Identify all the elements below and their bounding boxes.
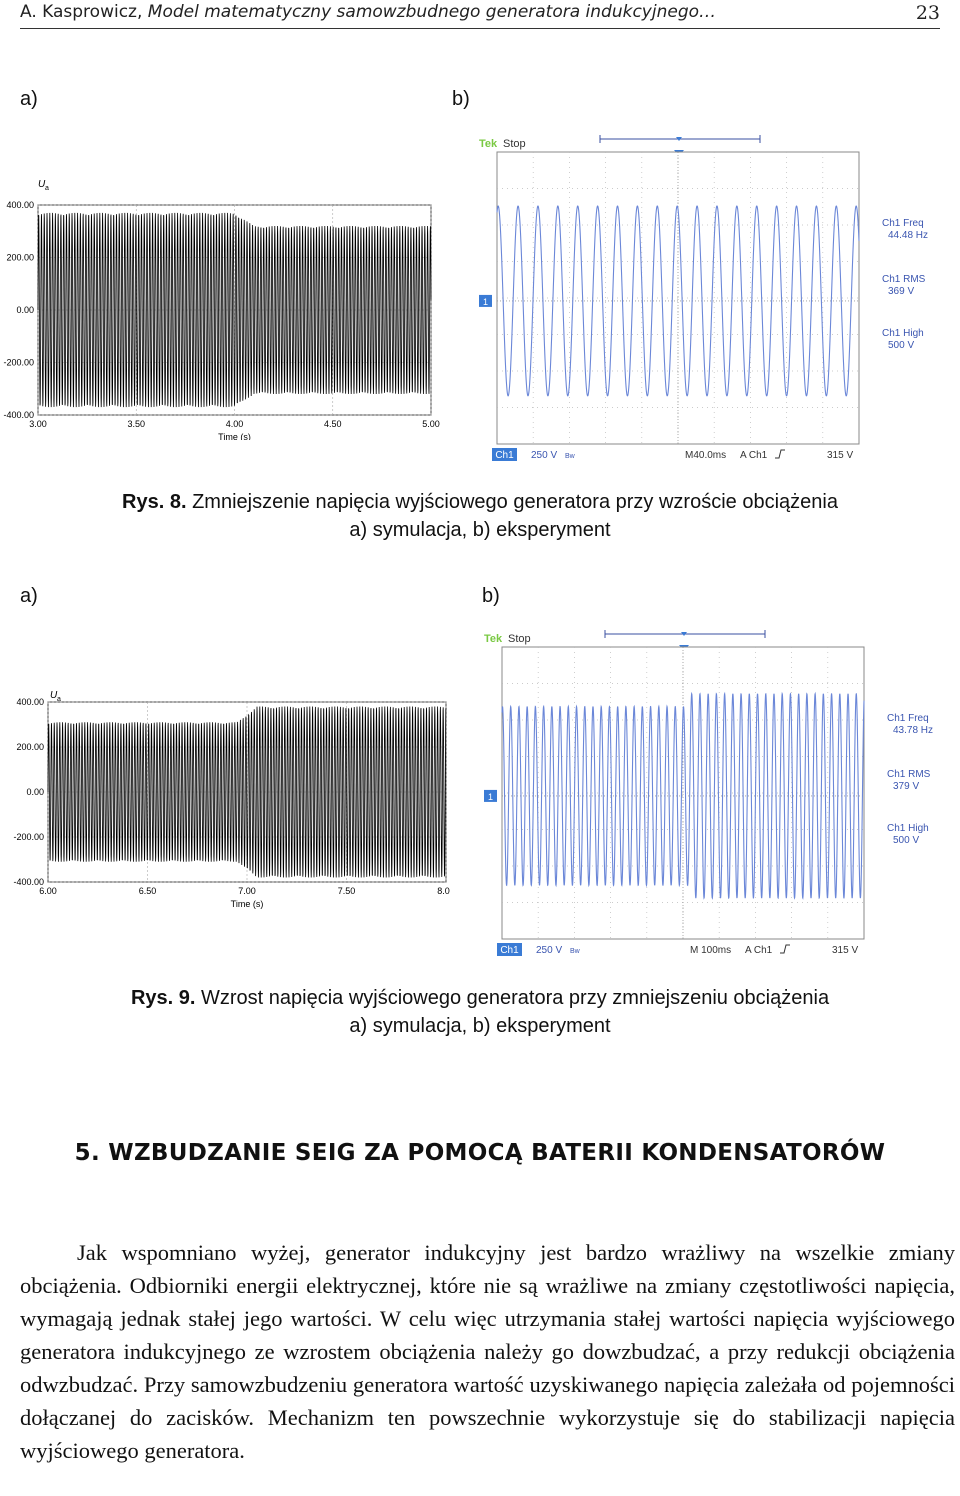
bottom-volts: 250 V [536,945,562,956]
fig9-sim-ylabel: U [50,690,58,701]
fig8-label-a: a) [20,88,38,110]
fig8-sim-ylabel-sub: a [45,185,49,192]
bottom-trigger-level: 315 V [832,945,858,956]
fig9-sim-ylabel-sub: a [57,696,61,703]
readout-value: 500 V [888,340,914,351]
x-tick-label: 3.50 [127,419,145,429]
trigger-marker-icon [681,632,687,636]
fig9-simulation-chart: U a 400.00 200.00 0.00 -200.00 -400.006.00 6.… [13,690,450,909]
body-paragraph: Jak wspomniano wyżej, generator indukcyj… [20,1240,955,1463]
x-tick-label: 4.50 [324,419,342,429]
x-tick-label: 6.00 [39,886,57,896]
y-tick-label: 0.00 [16,305,34,315]
trigger-slope-icon [780,944,790,954]
scope-waveform [501,691,865,900]
fig8-caption-number: Rys. 8. [122,491,187,513]
fig8-simulation-chart: U a 400.00 200.00 0.00 -200.00 -400.003.00 3.… [3,179,440,440]
x-tick-label: 6.50 [139,886,157,896]
trigger-marker-icon [676,137,682,141]
y-tick-label: -400.00 [13,877,44,887]
readout-value: 500 V [893,835,919,846]
bottom-channel-box [492,448,517,461]
fig9-caption: Rys. 9. Wzrost napięcia wyjściowego gene… [0,984,960,1040]
y-tick-label: 400.00 [6,200,34,210]
bottom-channel-label: Ch1 [500,945,519,956]
header-rule [20,28,940,29]
fig9-label-a: a) [20,585,38,607]
y-tick-label: -400.00 [3,410,34,420]
readout-label: Ch1 Freq [887,713,929,724]
y-tick-label: -200.00 [13,832,44,842]
fig9-caption-line1: Wzrost napięcia wyjściowego generatora p… [200,987,830,1009]
readout-value: 369 V [888,286,914,297]
y-tick-label: 0.00 [26,787,44,797]
running-header: A. Kasprowicz, Model matematyczny samowz… [20,2,716,22]
readout-value: 44.48 Hz [888,230,928,241]
readout-label: Ch1 RMS [882,274,926,285]
readout-label: Ch1 RMS [887,769,931,780]
x-axis-label: Time (s) [218,432,251,440]
bandwidth-icon: Bw [570,948,581,955]
x-axis-label: Time (s) [231,899,264,909]
x-tick-label: 7.50 [338,886,356,896]
bandwidth-icon: Bw [565,453,576,460]
x-tick-label: 8.00 [437,886,450,896]
channel-1-marker-icon [484,789,497,802]
fig8-sim-ylabel: U [38,179,46,190]
y-tick-label: 200.00 [6,253,34,263]
readout-label: Ch1 High [882,328,924,339]
readout-value: 43.78 Hz [893,725,933,736]
bottom-trigger: A Ch1 [740,450,768,461]
bottom-trigger-level: 315 V [827,450,853,461]
x-tick-label: 5.00 [422,419,440,429]
x-tick-label: 4.00 [226,419,244,429]
section-heading: 5. WZBUDZANIE SEIG ZA POMOCĄ BATERII KON… [74,1140,886,1166]
scope-waveform [496,205,860,397]
y-tick-label: 200.00 [16,742,44,752]
readout-value: 379 V [893,781,919,792]
voltage-waveform [47,706,447,878]
scope-brand: Tek [484,633,503,645]
bottom-trigger: A Ch1 [745,945,773,956]
bottom-channel-label: Ch1 [495,450,514,461]
scope-state: Stop [508,633,531,645]
fig9-caption-line2: a) symulacja, b) eksperyment [349,1015,611,1037]
fig9-label-b: b) [482,585,500,607]
bottom-channel-box [497,943,522,956]
fig8-caption: Rys. 8. Zmniejszenie napięcia wyjścioweg… [0,488,960,544]
channel-1-marker-text: 1 [483,297,488,307]
fig9-caption-number: Rys. 9. [130,987,196,1009]
y-tick-label: 400.00 [16,697,44,707]
fig8-label-b: b) [452,88,470,110]
y-tick-label: -200.00 [3,358,34,368]
page-number: 23 [915,2,940,24]
x-tick-label: 7.00 [238,886,256,896]
x-tick-label: 3.00 [29,419,47,429]
channel-1-marker-text: 1 [488,792,493,802]
fig8-caption-line1: Zmniejszenie napięcia wyjściowego genera… [192,491,838,513]
header-author: A. Kasprowicz, [20,2,143,22]
bottom-volts: 250 V [531,450,557,461]
header-title: Model matematyczny samowzbudnego generat… [147,2,717,22]
scope-brand: Tek [479,138,498,150]
readout-label: Ch1 High [887,823,929,834]
trigger-slope-icon [775,449,785,459]
bottom-timebase: M40.0ms [685,450,726,461]
readout-label: Ch1 Freq [882,218,924,229]
voltage-waveform [37,212,432,408]
fig8-caption-line2: a) symulacja, b) eksperyment [349,519,611,541]
scope-state: Stop [503,138,526,150]
bottom-timebase: M 100ms [690,945,731,956]
channel-1-marker-icon [479,294,492,307]
